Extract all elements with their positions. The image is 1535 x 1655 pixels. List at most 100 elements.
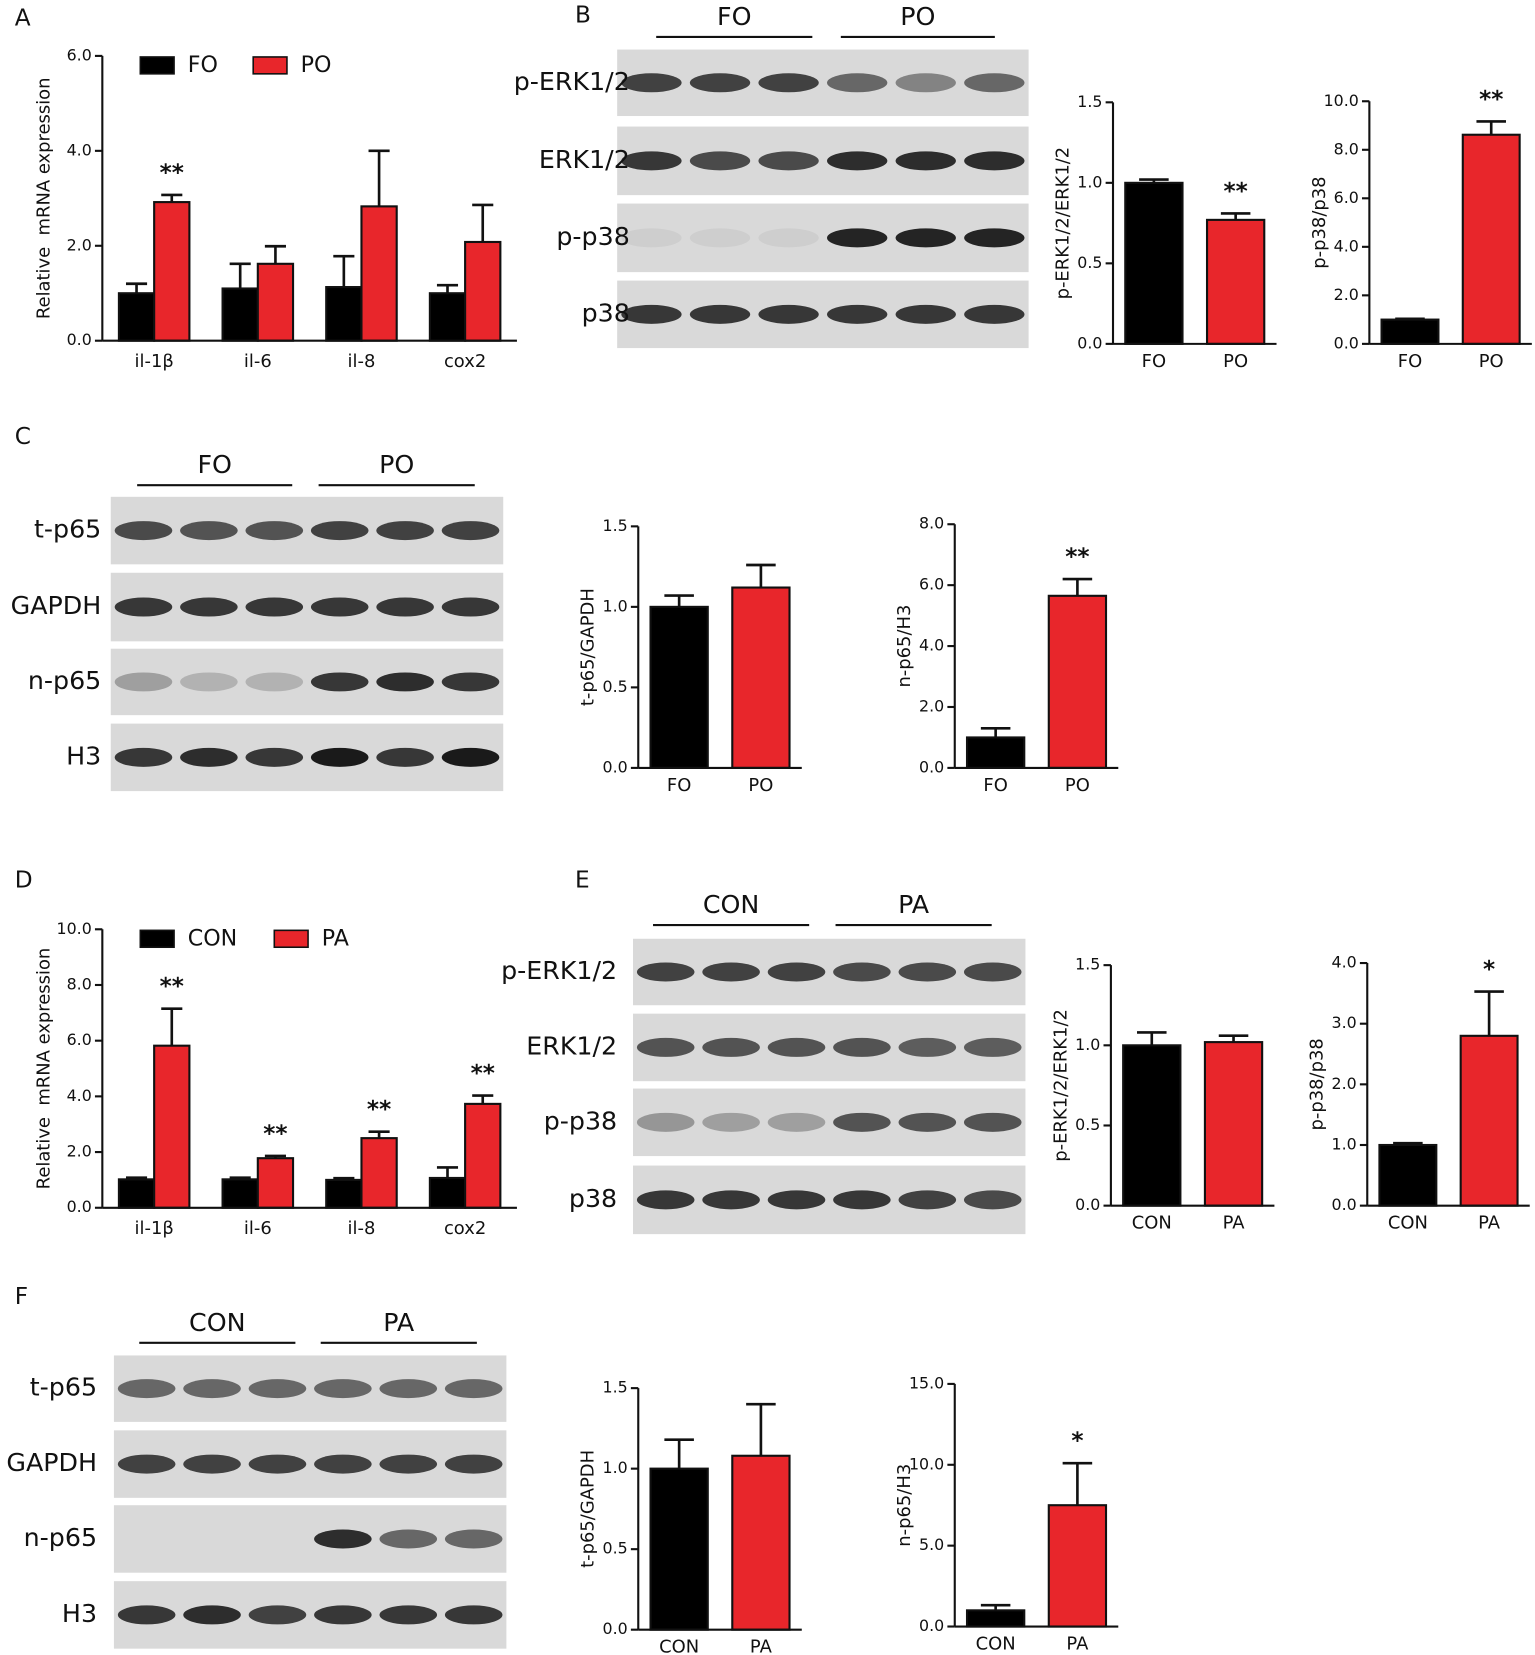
error-bar: [436, 283, 459, 294]
x-tick-label: il-6: [244, 351, 272, 372]
legend-swatch: [273, 929, 309, 949]
band: [444, 1605, 503, 1625]
y-tick-label: 0.5: [603, 677, 628, 696]
error-bar: [746, 1402, 776, 1456]
blot-strip: [617, 126, 1029, 196]
significance: *: [1483, 956, 1495, 983]
bar: [731, 586, 791, 769]
band: [180, 672, 238, 692]
band: [248, 1605, 307, 1625]
bar: [221, 287, 259, 342]
error-bar: [264, 244, 286, 264]
group-label: FO: [717, 2, 751, 31]
protein-label: t-p65: [30, 1373, 97, 1402]
band: [964, 228, 1025, 248]
error-bar: [1137, 1031, 1167, 1046]
group-label: PA: [383, 1308, 415, 1337]
blot-strip: [113, 1355, 507, 1422]
significance: **: [263, 1120, 287, 1147]
band: [310, 597, 369, 617]
band: [183, 1379, 241, 1399]
band: [180, 597, 238, 617]
band: [636, 1112, 695, 1132]
band: [444, 1379, 503, 1399]
y-tick-label: 8.0: [67, 974, 92, 993]
band: [441, 521, 500, 541]
error-bar: [746, 563, 776, 588]
band: [758, 228, 819, 248]
error-bar: [1474, 990, 1504, 1036]
band: [895, 73, 956, 93]
protein-label: n-p65: [24, 1523, 97, 1552]
y-tick-label: 1.5: [603, 516, 628, 535]
panel-letter: E: [575, 866, 590, 893]
bar: [1205, 218, 1266, 345]
bar: [965, 736, 1026, 769]
y-tick-label: 2.0: [1334, 285, 1359, 304]
y-tick-label: 4.0: [1334, 236, 1359, 255]
band: [895, 304, 956, 324]
band: [964, 73, 1025, 93]
y-tick-label: 6.0: [67, 45, 92, 64]
band: [117, 1454, 176, 1474]
band: [963, 1112, 1022, 1132]
blot-strip: [632, 1088, 1026, 1157]
group-label: PA: [898, 890, 930, 919]
bar: [649, 605, 709, 769]
y-tick-label: 1.0: [603, 1458, 628, 1477]
y-tick-label: 4.0: [67, 1086, 92, 1105]
band: [444, 1454, 503, 1474]
y-tick-label: 8.0: [1334, 139, 1359, 158]
x-tick-label: CON: [659, 1637, 699, 1655]
x-tick-label: CON: [1388, 1213, 1428, 1234]
protein-label: n-p65: [28, 666, 101, 695]
band: [767, 1037, 826, 1057]
y-tick-label: 2.0: [67, 235, 92, 254]
band: [621, 304, 682, 324]
x-tick-label: FO: [1142, 351, 1166, 372]
band: [245, 521, 304, 541]
protein-label: p-p38: [556, 222, 629, 251]
band: [441, 672, 500, 692]
y-tick-label: 5.0: [919, 1535, 944, 1554]
error-bar: [1393, 1141, 1423, 1145]
band: [702, 1112, 760, 1132]
band: [827, 151, 888, 171]
bar: [1047, 594, 1108, 769]
band: [963, 1190, 1022, 1210]
y-tick-label: 15.0: [909, 1373, 944, 1392]
bar: [325, 286, 363, 342]
error-bar: [1062, 1461, 1093, 1506]
error-bar: [161, 193, 183, 203]
band: [964, 304, 1025, 324]
y-tick-label: 0.0: [603, 757, 628, 776]
band: [441, 597, 500, 617]
protein-label: p-ERK1/2: [501, 956, 617, 985]
blot-strip: [632, 938, 1026, 1006]
y-axis-label: t-p65/GAPDH: [578, 1450, 599, 1568]
bar: [428, 292, 467, 342]
bar: [1461, 133, 1521, 345]
y-tick-label: 6.0: [1334, 188, 1359, 207]
band: [245, 747, 304, 767]
band: [767, 1112, 826, 1132]
y-tick-label: 1.0: [1332, 1134, 1357, 1153]
band: [689, 73, 751, 93]
band: [827, 73, 888, 93]
error-bar: [1220, 212, 1251, 220]
error-bar: [1062, 577, 1093, 596]
error-bar: [264, 1154, 286, 1159]
protein-label: GAPDH: [6, 1448, 97, 1477]
x-tick-label: il-1β: [135, 351, 174, 372]
y-tick-label: 8.0: [919, 514, 944, 533]
band: [621, 151, 682, 171]
band: [898, 1037, 957, 1057]
protein-label: ERK1/2: [539, 145, 630, 174]
y-tick-label: 2.0: [919, 696, 944, 715]
protein-label: p-ERK1/2: [514, 67, 630, 96]
band: [833, 962, 891, 982]
band: [702, 1037, 760, 1057]
y-axis-label: Relative mRNA expression: [33, 78, 54, 320]
error-bar: [1476, 120, 1506, 135]
band: [114, 672, 173, 692]
